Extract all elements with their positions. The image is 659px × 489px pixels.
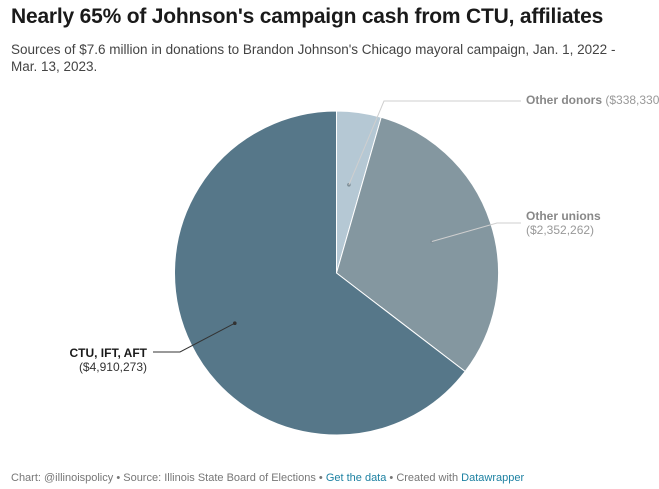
leader-line-other-unions	[431, 222, 521, 242]
slice-label-other-unions: Other unions ($2,352,262)	[526, 209, 601, 237]
pie-slice-other-unions	[335, 116, 500, 373]
footer-separator: •	[386, 472, 397, 484]
chart-title: Nearly 65% of Johnson's campaign cash fr…	[11, 5, 604, 28]
slice-label-ctu-ift-aft: CTU, IFT, AFT ($4,910,273)	[69, 346, 147, 374]
slice-label-name: CTU, IFT, AFT	[69, 346, 147, 360]
chart-footer: Chart: @illinoispolicy • Source: Illinoi…	[11, 472, 524, 484]
footer-credit: Chart: @illinoispolicy	[11, 472, 114, 484]
leader-line-ctu-ift-aft	[153, 322, 236, 353]
slice-label-value: ($2,352,262)	[526, 223, 594, 237]
footer-separator: •	[113, 472, 124, 484]
label-leaders	[153, 100, 521, 353]
get-the-data-link[interactable]: Get the data	[325, 472, 387, 484]
slice-label-value: ($338,330)	[602, 93, 659, 107]
slice-label-name: Other unions	[526, 209, 601, 223]
datawrapper-link[interactable]: Datawrapper	[461, 472, 525, 484]
slice-labels: Other donors ($338,330) Other unions ($2,3…	[69, 93, 659, 374]
slice-label-value: ($4,910,273)	[79, 360, 147, 374]
footer-separator: •	[315, 472, 326, 484]
slice-label-name: Other donors	[526, 93, 602, 107]
slice-label-other-donors: Other donors ($338,330)	[526, 93, 659, 107]
footer-source: Source: Illinois State Board of Election…	[123, 472, 316, 484]
pie-slice-ctu-ift-aft	[174, 110, 466, 436]
pie-slices	[174, 110, 500, 436]
chart-subtitle: Sources of $7.6 million in donations to …	[11, 42, 616, 74]
leader-line-other-donors	[348, 100, 521, 185]
footer-created-with: Created with	[396, 472, 462, 484]
